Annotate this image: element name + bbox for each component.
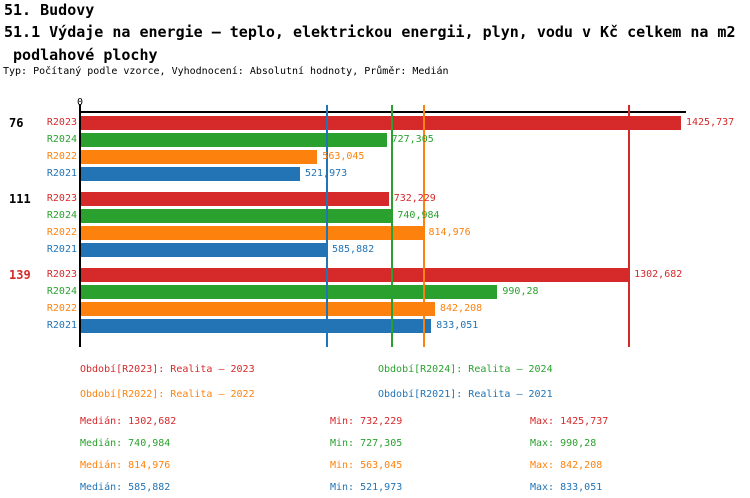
bar-r2024 bbox=[80, 133, 387, 147]
median-line-r2022 bbox=[422, 105, 425, 347]
series-tick-label-r2022: R2022 bbox=[46, 227, 77, 238]
bar-value-label: 521,973 bbox=[305, 168, 348, 179]
stat-max-r2022: Max: 842,208 bbox=[530, 460, 603, 471]
stat-min-r2021: Min: 521,973 bbox=[330, 482, 403, 493]
series-tick-label-r2022: R2022 bbox=[46, 151, 77, 162]
bar-value-label: 585,882 bbox=[332, 244, 375, 255]
bar-value-label: 842,208 bbox=[440, 303, 483, 314]
bar-r2023 bbox=[80, 268, 630, 282]
series-tick-label-r2024: R2024 bbox=[46, 210, 77, 221]
median-line-r2021 bbox=[326, 105, 328, 347]
axis-origin-tick-label: 0 bbox=[76, 97, 84, 108]
legend-item-r2023: Období[R2023]: Realita – 2023 bbox=[80, 364, 255, 375]
bar-r2021 bbox=[80, 243, 327, 257]
group-label: 76 bbox=[9, 116, 24, 130]
stat-median-r2023: Medián: 1302,682 bbox=[80, 416, 177, 427]
bar-r2024 bbox=[80, 209, 393, 223]
bar-r2021 bbox=[80, 319, 432, 333]
stat-max-r2023: Max: 1425,737 bbox=[530, 416, 609, 427]
y-axis-line bbox=[79, 104, 81, 347]
stat-median-r2024: Medián: 740,984 bbox=[80, 438, 171, 449]
bar-value-label: 563,045 bbox=[322, 151, 365, 162]
series-tick-label-r2021: R2021 bbox=[46, 168, 77, 179]
bar-value-label: 814,976 bbox=[428, 227, 471, 238]
series-tick-label-r2024: R2024 bbox=[46, 134, 77, 145]
bar-value-label: 740,984 bbox=[397, 210, 440, 221]
series-tick-label-r2023: R2023 bbox=[46, 117, 77, 128]
bar-r2022 bbox=[80, 302, 435, 316]
page-title: 51. Budovy bbox=[4, 1, 95, 19]
chart-title-line-1: 51.1 Výdaje na energie – teplo, elektric… bbox=[4, 23, 736, 41]
stat-max-r2024: Max: 990,28 bbox=[530, 438, 597, 449]
stat-min-r2022: Min: 563,045 bbox=[330, 460, 403, 471]
series-tick-label-r2022: R2022 bbox=[46, 303, 77, 314]
bar-value-label: 990,28 bbox=[502, 286, 539, 297]
series-tick-label-r2024: R2024 bbox=[46, 286, 77, 297]
series-tick-label-r2023: R2023 bbox=[46, 269, 77, 280]
stat-min-r2024: Min: 727,305 bbox=[330, 438, 403, 449]
legend-item-r2024: Období[R2024]: Realita – 2024 bbox=[378, 364, 553, 375]
bar-r2024 bbox=[80, 285, 498, 299]
bar-value-label: 732,229 bbox=[393, 193, 436, 204]
bar-value-label: 1425,737 bbox=[686, 117, 735, 128]
median-line-r2024 bbox=[391, 105, 394, 347]
legend-item-r2022: Období[R2022]: Realita – 2022 bbox=[80, 389, 255, 400]
group-label: 139 bbox=[9, 268, 31, 282]
chart-title-line-2: podlahové plochy bbox=[4, 46, 158, 64]
bar-r2022 bbox=[80, 226, 424, 240]
group-label: 111 bbox=[9, 192, 31, 206]
bar-value-label: 833,051 bbox=[436, 320, 479, 331]
stat-min-r2023: Min: 732,229 bbox=[330, 416, 403, 427]
legend-item-r2021: Období[R2021]: Realita – 2021 bbox=[378, 389, 553, 400]
stat-max-r2021: Max: 833,051 bbox=[530, 482, 603, 493]
series-tick-label-r2021: R2021 bbox=[46, 244, 77, 255]
bar-r2021 bbox=[80, 167, 300, 181]
series-tick-label-r2023: R2023 bbox=[46, 193, 77, 204]
bar-r2022 bbox=[80, 150, 318, 164]
bar-r2023 bbox=[80, 192, 389, 206]
stat-median-r2022: Medián: 814,976 bbox=[80, 460, 171, 471]
bar-value-label: 1302,682 bbox=[634, 269, 683, 280]
bar-value-label: 727,305 bbox=[391, 134, 434, 145]
median-line-r2023 bbox=[628, 105, 631, 347]
chart-meta-line: Typ: Počítaný podle vzorce, Vyhodnocení:… bbox=[3, 66, 449, 77]
x-axis-line bbox=[79, 111, 686, 113]
stat-median-r2021: Medián: 585,882 bbox=[80, 482, 171, 493]
bar-r2023 bbox=[80, 116, 681, 130]
series-tick-label-r2021: R2021 bbox=[46, 320, 77, 331]
